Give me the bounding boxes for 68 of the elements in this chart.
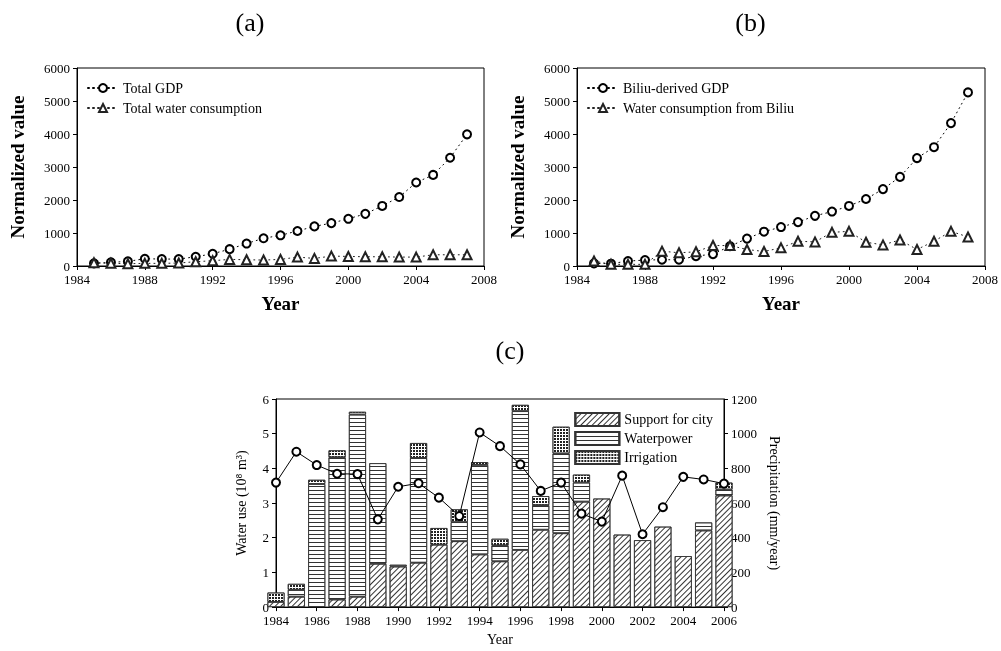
x-tick-label: 2002: [629, 613, 656, 629]
y-tick-label: 1000: [44, 225, 70, 241]
y-tick-label: 0: [563, 258, 570, 274]
y-axis-title: Normalized value: [507, 95, 528, 239]
y-tick-label: 4000: [544, 126, 570, 142]
x-tick-label: 1992: [199, 272, 226, 287]
y-tick-label: 3: [262, 495, 269, 511]
chart-title: (a): [235, 7, 265, 37]
legend-label: Irrigation: [624, 450, 678, 465]
x-tick-label: 1998: [548, 613, 575, 629]
x-tick-label: 2000: [588, 613, 615, 629]
legend-label: Water consumption from Biliu: [623, 100, 795, 116]
y2-tick-label: 800: [731, 460, 751, 476]
x-tick-label: 1990: [385, 613, 412, 629]
y-tick-label: 2000: [544, 192, 570, 208]
y2-tick-label: 1200: [731, 391, 757, 407]
y-tick-label: 3000: [44, 159, 70, 175]
x-tick-label: 1996: [768, 272, 795, 287]
x-tick-label: 1996: [507, 613, 534, 629]
x-tick-label: 2000: [836, 272, 862, 287]
y-tick-label: 0: [63, 258, 70, 274]
x-tick-label: 2006: [711, 613, 738, 629]
x-tick-label: 2008: [972, 272, 998, 287]
x-axis-title: Year: [762, 293, 801, 314]
x-tick-label: 1988: [131, 272, 158, 287]
y-axis-title: Water use (10⁸ m³): [233, 449, 250, 556]
x-tick-label: 1992: [425, 613, 452, 629]
y-tick-label: 0: [262, 599, 269, 615]
chart-title: (b): [735, 7, 766, 37]
x-tick-label: 2004: [403, 272, 430, 287]
y-tick-label: 1000: [544, 225, 570, 241]
x-tick-label: 1988: [632, 272, 658, 287]
legend-label: Total GDP: [123, 80, 184, 96]
chart-title: (c): [495, 335, 525, 365]
y2-tick-label: 0: [731, 599, 738, 615]
y-tick-label: 6000: [44, 60, 70, 76]
x-tick-label: 1994: [466, 613, 494, 629]
x-tick-label: 1984: [564, 272, 591, 287]
y-tick-label: 5000: [544, 93, 570, 109]
x-tick-label: 2000: [335, 272, 362, 287]
x-tick-label: 2004: [670, 613, 697, 629]
y-tick-label: 2000: [44, 192, 70, 208]
x-axis-title: Year: [261, 293, 301, 314]
y-tick-label: 2: [262, 530, 269, 546]
x-tick-label: 2004: [904, 272, 931, 287]
legend-label: Support for city: [624, 412, 713, 427]
legend-label: Waterpower: [624, 431, 693, 446]
y-tick-label: 3000: [544, 159, 570, 175]
x-tick-label: 2008: [471, 272, 497, 287]
y-tick-label: 1: [262, 564, 269, 580]
y-tick-label: 5000: [44, 93, 70, 109]
y2-axis-title: Precipitation (mm/year): [766, 435, 783, 571]
y2-tick-label: 1000: [731, 426, 757, 442]
legend-label: Biliu-derived GDP: [623, 80, 730, 96]
x-tick-label: 1984: [263, 613, 290, 629]
x-tick-label: 1984: [64, 272, 91, 287]
legend-label: Total water consumption: [123, 100, 262, 116]
y-axis-title: Normalized value: [7, 95, 28, 239]
x-axis-title: Year: [487, 631, 514, 647]
x-tick-label: 1996: [267, 272, 294, 287]
y-tick-label: 5: [262, 426, 269, 442]
x-tick-label: 1986: [303, 613, 331, 629]
x-tick-label: 1992: [700, 272, 726, 287]
y-tick-label: 6000: [544, 60, 570, 76]
y-tick-label: 6: [262, 391, 270, 407]
y-tick-label: 4000: [44, 126, 70, 142]
x-tick-label: 1988: [344, 613, 371, 629]
y-tick-label: 4: [262, 460, 270, 476]
